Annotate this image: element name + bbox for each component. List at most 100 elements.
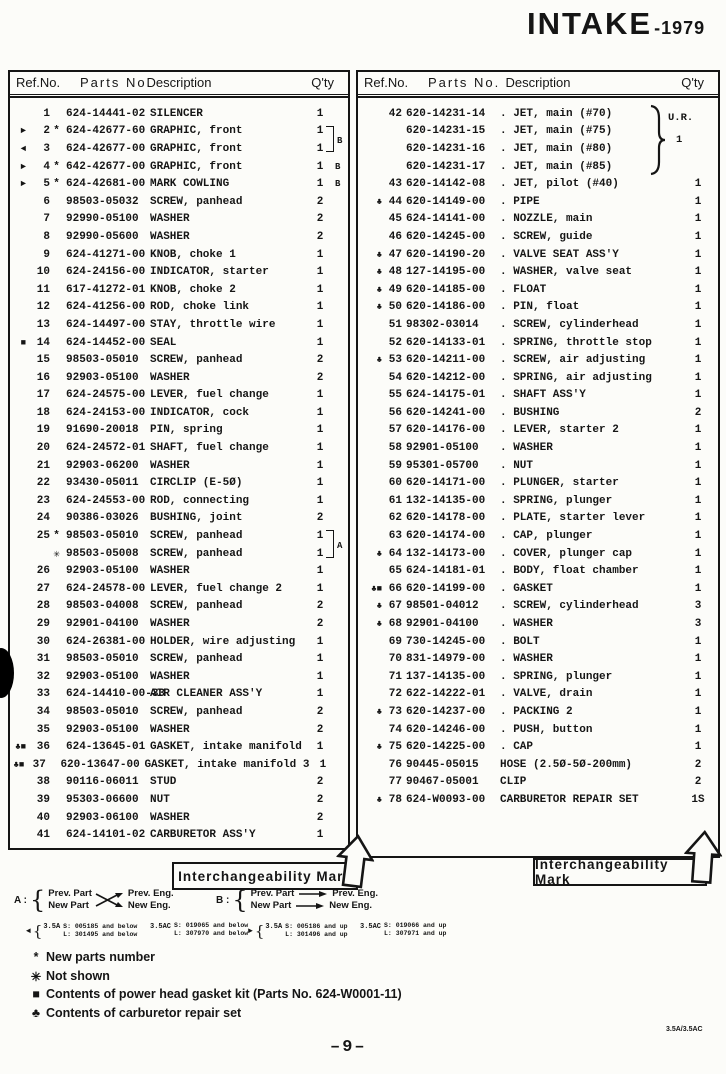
table-row: 28 98503-04008 SCREW, panhead 2 <box>10 598 348 616</box>
serial-l-range: L: 301495 and below <box>63 931 138 938</box>
table-row: ✳ 98503-05008 SCREW, panhead 1 <box>10 545 348 563</box>
cell-description: CARBURETOR REPAIR SET <box>500 793 639 806</box>
serial-values: S: 005186 and up L: 301496 and up <box>285 923 347 939</box>
cell-description: . PUSH, button <box>500 723 593 736</box>
cell-qty: 2 <box>316 230 324 243</box>
footnote-text: Contents of carburetor repair set <box>46 1005 242 1020</box>
legend-row: New Part New Eng. <box>251 900 378 912</box>
cell-description: WASHER <box>150 213 190 226</box>
cell-qty: 1 <box>694 389 702 402</box>
table-row: 41 624-14101-02 CARBURETOR ASS'Y 1 <box>10 826 348 844</box>
cell-parts-no: 624-42677-00 <box>66 142 146 155</box>
table-row: ♣ 47 620-14190-20 . VALVE SEAT ASS'Y 1 <box>358 246 718 264</box>
cell-parts-no: 98503-05008 <box>66 547 139 560</box>
cell-qty: 2 <box>316 512 324 525</box>
cell-description: . PACKING 2 <box>500 705 573 718</box>
cell-ref-no: 48 <box>388 266 402 279</box>
cell-description: . JET, main (#80) <box>500 142 613 155</box>
serial-brace: { <box>32 922 43 940</box>
table-row: 27 624-24578-00 LEVER, fuel change 2 1 <box>10 580 348 598</box>
table-row: ♣■ 36 624-13645-01 GASKET, intake manifold 1 <box>10 738 348 756</box>
cell-parts-no: 642-42677-00 <box>66 160 146 173</box>
table-row: ♣ 75 620-14225-00 . CAP 1 <box>358 738 718 756</box>
table-row: ♣ 78 624-W0093-00 CARBURETOR REPAIR SET 1S <box>358 791 718 809</box>
row-star-icon: ✳ <box>53 548 60 561</box>
cell-qty: 1 <box>694 512 702 525</box>
table-row: ♣ 49 620-14185-00 . FLOAT 1 <box>358 281 718 299</box>
serial-s-range: S: 019065 and below <box>174 922 249 929</box>
cell-parts-no: 91690-20018 <box>66 424 139 437</box>
cell-parts-no: 92990-05100 <box>66 213 139 226</box>
footnote: ✳ Not shown <box>26 969 110 984</box>
cell-qty: 1 <box>316 442 324 455</box>
table-row: 56 620-14241-00 . BUSHING 2 <box>358 404 718 422</box>
cell-description: . WASHER <box>500 653 553 666</box>
cell-description: GRAPHIC, front <box>150 160 243 173</box>
cell-parts-no: 98302-03014 <box>406 318 479 331</box>
cell-parts-no: 620-14190-20 <box>406 248 486 261</box>
table-row: 620-14231-16 . JET, main (#80) <box>358 140 718 158</box>
cell-description: INDICATOR, starter <box>150 266 269 279</box>
cell-description: . SPRING, throttle stop <box>500 336 652 349</box>
cell-parts-no: 92903-06100 <box>66 811 139 824</box>
cell-qty: 1 <box>694 442 702 455</box>
cell-description: . VALVE SEAT ASS'Y <box>500 248 619 261</box>
cell-parts-no: 98503-05010 <box>66 530 139 543</box>
cell-ref-no: 50 <box>388 301 402 314</box>
cell-description: . SPRING, plunger <box>500 494 613 507</box>
cell-description: SCREW, panhead <box>150 600 243 613</box>
cell-parts-no: 622-14222-01 <box>406 688 486 701</box>
table-row: 76 90445-05015 HOSE (2.5Ø-5Ø-200mm) 2 <box>358 756 718 774</box>
serial-range-group: 3.5AC S: 019066 and up L: 307971 and up <box>360 922 446 938</box>
cell-ref-no: 66 <box>388 582 402 595</box>
cell-qty: 2 <box>316 811 324 824</box>
table-row: 33 624-14410-00-33 AIR CLEANER ASS'Y 1 <box>10 686 348 704</box>
cell-description: LEVER, fuel change <box>150 389 269 402</box>
cell-parts-no: 98503-05010 <box>66 705 139 718</box>
cell-description: SHAFT, fuel change <box>150 442 269 455</box>
cell-qty: 2 <box>316 213 324 226</box>
cell-qty: 1 <box>316 424 324 437</box>
cell-ref-no: 4 <box>43 160 50 173</box>
cell-note: B <box>335 161 341 172</box>
cell-ref-no: 20 <box>36 442 50 455</box>
legend-engine-label: Prev. Eng. <box>332 888 379 899</box>
cell-description: SCREW, panhead <box>150 354 243 367</box>
cell-ref-no: 31 <box>36 653 50 666</box>
cell-qty: 1 <box>694 318 702 331</box>
bracket-label-b: B <box>337 136 343 146</box>
cell-parts-no: 98503-05032 <box>66 195 139 208</box>
table-row: ♣■ 37 620-13647-00 GASKET, intake manifold … <box>10 756 348 774</box>
header-qty: Q'ty <box>311 75 334 90</box>
table-row: 6 98503-05032 SCREW, panhead 2 <box>10 193 348 211</box>
cell-qty: 1 <box>316 741 324 754</box>
legend-brace: { <box>232 886 248 914</box>
cell-parts-no: 132-14173-00 <box>406 547 486 560</box>
cell-qty: 1 <box>694 459 702 472</box>
cell-qty: 1 <box>694 371 702 384</box>
cell-ref-no: 76 <box>388 758 402 771</box>
legend-engine-label: Prev. Eng. <box>127 888 174 899</box>
page-title: INTAKE -1979 <box>527 6 705 42</box>
cell-description: SCREW, panhead <box>150 653 243 666</box>
cell-ref-no: 70 <box>388 653 402 666</box>
serial-model: 3.5AC <box>360 923 382 931</box>
legend-part-label: New Part <box>48 900 89 911</box>
cell-parts-no: 730-14245-00 <box>406 635 486 648</box>
cell-description: GRAPHIC, front <box>150 142 243 155</box>
cell-parts-no: 92901-04100 <box>66 618 139 631</box>
serial-model: 3.5A <box>43 923 61 931</box>
table-row: 46 620-14245-00 . SCREW, guide 1 <box>358 228 718 246</box>
legend-engine-label: New Eng. <box>127 900 171 911</box>
crossed-arrows-icon <box>95 893 123 907</box>
cell-qty: 1 <box>694 653 702 666</box>
table-row: ♣■ 66 620-14199-00 . GASKET 1 <box>358 580 718 598</box>
table-row: 17 624-24575-00 LEVER, fuel change 1 <box>10 387 348 405</box>
cell-parts-no: 90116-06011 <box>66 776 139 789</box>
table-row: 57 620-14176-00 . LEVER, starter 2 1 <box>358 422 718 440</box>
cell-qty: 1 <box>694 688 702 701</box>
cell-parts-no: 620-14199-00 <box>406 582 486 595</box>
cell-parts-no: 620-14186-00 <box>406 301 486 314</box>
cell-description: . SPRING, plunger <box>500 670 613 683</box>
serial-model: 3.5AC <box>150 923 172 931</box>
